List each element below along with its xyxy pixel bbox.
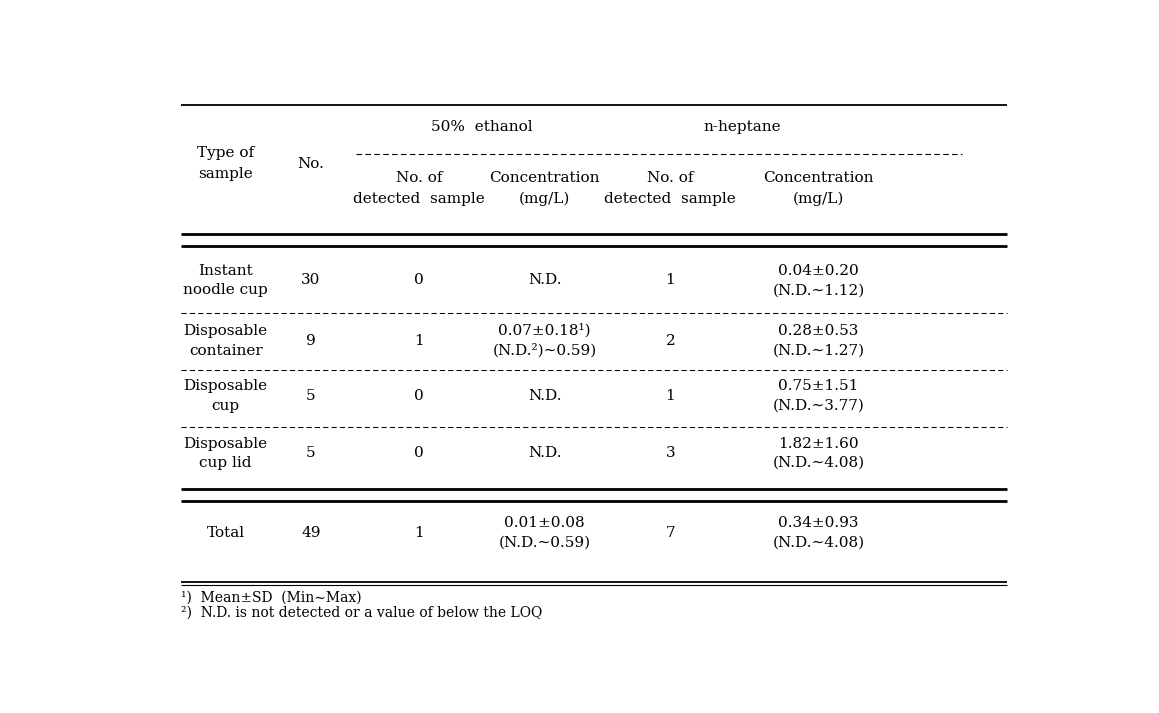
Text: N.D.: N.D.	[527, 274, 561, 287]
Text: 0: 0	[414, 274, 424, 287]
Text: 1: 1	[414, 334, 424, 348]
Text: 1: 1	[665, 389, 676, 403]
Text: 0: 0	[414, 446, 424, 461]
Text: 0.04±0.20
(N.D.∼1.12): 0.04±0.20 (N.D.∼1.12)	[772, 264, 865, 297]
Text: No. of
detected  sample: No. of detected sample	[605, 171, 736, 206]
Text: ¹)  Mean±SD  (Min∼Max): ¹) Mean±SD (Min∼Max)	[181, 590, 362, 604]
Text: N.D.: N.D.	[527, 389, 561, 403]
Text: No. of
detected  sample: No. of detected sample	[353, 171, 484, 206]
Text: Total: Total	[206, 526, 245, 540]
Text: 9: 9	[306, 334, 316, 348]
Text: Instant
noodle cup: Instant noodle cup	[183, 264, 268, 297]
Text: Disposable
container: Disposable container	[183, 324, 268, 358]
Text: Concentration
(mg/L): Concentration (mg/L)	[764, 171, 874, 206]
Text: ²)  N.D. is not detected or a value of below the LOQ: ²) N.D. is not detected or a value of be…	[181, 605, 542, 620]
Text: N.D.: N.D.	[527, 446, 561, 461]
Text: 0.34±0.93
(N.D.∼4.08): 0.34±0.93 (N.D.∼4.08)	[773, 516, 865, 550]
Text: 2: 2	[665, 334, 676, 348]
Text: 0.01±0.08
(N.D.∼0.59): 0.01±0.08 (N.D.∼0.59)	[498, 516, 591, 550]
Text: 1.82±1.60
(N.D.∼4.08): 1.82±1.60 (N.D.∼4.08)	[773, 436, 865, 470]
Text: 49: 49	[301, 526, 321, 540]
Text: 0.28±0.53
(N.D.∼1.27): 0.28±0.53 (N.D.∼1.27)	[773, 324, 865, 358]
Text: 1: 1	[414, 526, 424, 540]
Text: 0.07±0.18¹)
(N.D.²)∼0.59): 0.07±0.18¹) (N.D.²)∼0.59)	[493, 324, 597, 358]
Text: 5: 5	[306, 446, 316, 461]
Text: Type of
sample: Type of sample	[197, 146, 254, 181]
Text: Disposable
cup: Disposable cup	[183, 379, 268, 413]
Text: Concentration
(mg/L): Concentration (mg/L)	[489, 171, 600, 206]
Text: 5: 5	[306, 389, 316, 403]
Text: 0: 0	[414, 389, 424, 403]
Text: 50%  ethanol: 50% ethanol	[431, 120, 532, 134]
Text: n-heptane: n-heptane	[704, 120, 781, 134]
Text: 1: 1	[665, 274, 676, 287]
Text: 30: 30	[301, 274, 321, 287]
Text: 3: 3	[665, 446, 676, 461]
Text: No.: No.	[298, 157, 325, 171]
Text: 0.75±1.51
(N.D.∼3.77): 0.75±1.51 (N.D.∼3.77)	[773, 379, 865, 413]
Text: Disposable
cup lid: Disposable cup lid	[183, 436, 268, 470]
Text: 7: 7	[665, 526, 676, 540]
